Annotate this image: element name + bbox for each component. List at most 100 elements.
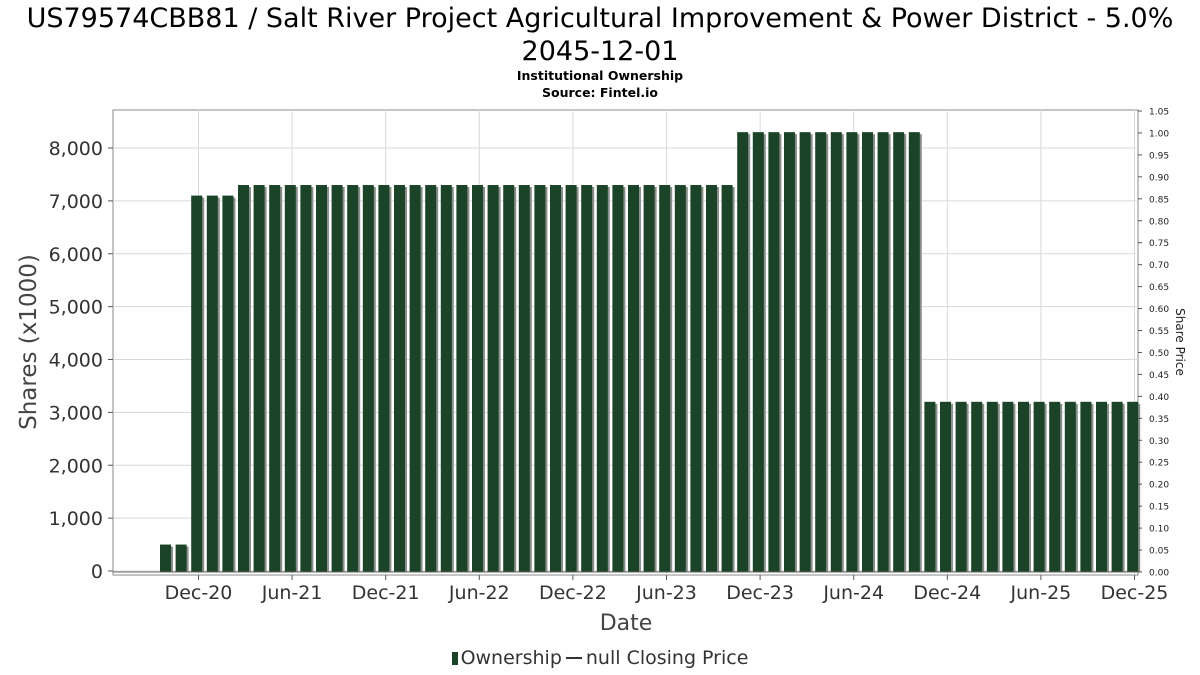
bar (612, 185, 624, 572)
y2-tick-label: 0.50 (1149, 349, 1169, 359)
bar (503, 185, 515, 572)
bar (1002, 401, 1014, 572)
bar (674, 185, 686, 572)
bar (862, 132, 873, 573)
bar (331, 185, 343, 572)
bar (737, 132, 749, 573)
x-tick-label: Jun-22 (448, 582, 510, 604)
bar (456, 185, 468, 572)
bar (534, 185, 546, 572)
bar (440, 185, 452, 572)
bar (160, 544, 171, 572)
x-tick-label: Jun-23 (635, 582, 697, 604)
legend-closing-line (565, 657, 582, 659)
bar (628, 185, 639, 572)
bar (487, 185, 499, 572)
bar (378, 185, 390, 572)
bar (175, 544, 187, 572)
bars-layer (160, 132, 1141, 573)
bar (206, 195, 218, 572)
bar (846, 132, 858, 573)
y-axis-label: Shares (x1000) (16, 254, 42, 430)
axis-layer: 0 1,000 2,000 3,000 4,000 5,000 6,000 7,000 8,00… (49, 108, 1170, 605)
bar (971, 401, 983, 572)
y2-tick-label: 0.20 (1149, 481, 1169, 491)
y2-tick-label: 0.35 (1149, 415, 1169, 425)
y2-tick-label: 0.55 (1149, 327, 1169, 337)
bar (596, 185, 608, 572)
bar (300, 185, 312, 572)
y-tick-label: 4,000 (49, 350, 103, 372)
bar (830, 132, 842, 573)
y-tick-label: 2,000 (49, 455, 103, 477)
x-tick-label: Jun-21 (261, 582, 323, 604)
bar (955, 401, 967, 572)
y2-tick-label: 0.05 (1149, 547, 1169, 557)
bar (253, 185, 265, 572)
y2-tick-label: 0.65 (1149, 283, 1169, 293)
bar (908, 132, 920, 573)
y2-tick-label: 0.15 (1149, 503, 1169, 513)
y2-tick-label: 0.70 (1149, 261, 1169, 271)
y2-axis-label: Share Price (1173, 308, 1187, 376)
bar (284, 185, 296, 572)
bar (721, 185, 733, 572)
y2-tick-label: 1.05 (1149, 108, 1169, 118)
bar (409, 185, 421, 572)
bar (581, 185, 593, 572)
bar (924, 401, 936, 572)
bar (316, 185, 327, 572)
y2-tick-label: 0.95 (1149, 151, 1169, 161)
y2-tick-label: 0.45 (1149, 371, 1169, 381)
bar (1096, 401, 1107, 572)
bar (1111, 401, 1123, 572)
y2-tick-label: 0.00 (1149, 569, 1169, 579)
y-tick-label: 5,000 (49, 297, 103, 319)
y2-tick-label: 0.60 (1149, 305, 1169, 315)
bar (1049, 401, 1061, 572)
bar (362, 185, 374, 572)
bar (238, 185, 249, 572)
x-axis-label: Date (600, 611, 653, 636)
chart-source: Source: Fintel.io (542, 85, 658, 100)
y-tick-label: 0 (91, 561, 103, 583)
y2-tick-label: 0.75 (1149, 239, 1169, 249)
bar (706, 185, 717, 572)
y2-tick-label: 0.30 (1149, 437, 1169, 447)
plot-area (112, 109, 1139, 576)
bar (1033, 401, 1045, 572)
legend-ownership-label: Ownership (460, 647, 562, 669)
bar (394, 185, 405, 572)
y2-tick-label: 0.85 (1149, 195, 1169, 205)
bar (690, 185, 702, 572)
x-tick-label: Jun-24 (822, 582, 884, 604)
bar (986, 401, 998, 572)
legend-closing-label: null Closing Price (585, 647, 749, 669)
y2-tick-label: 0.90 (1149, 173, 1169, 183)
bar (191, 195, 203, 572)
x-tick-label: Dec-22 (539, 582, 607, 604)
bar (643, 185, 655, 572)
bar (1064, 401, 1076, 572)
bar (222, 195, 234, 572)
legend-ownership-swatch (451, 652, 458, 665)
bar (269, 185, 281, 572)
x-tick-label: Dec-23 (726, 582, 794, 604)
bar (347, 185, 359, 572)
y-tick-label: 8,000 (49, 138, 103, 160)
bar (1018, 401, 1029, 572)
bar (893, 132, 905, 573)
bar (1127, 401, 1139, 572)
bar (659, 185, 671, 572)
bar (752, 132, 764, 573)
x-tick-label: Dec-20 (165, 582, 233, 604)
bar (518, 185, 530, 572)
bar (550, 185, 561, 572)
y-tick-label: 3,000 (49, 402, 103, 424)
x-tick-label: Jun-25 (1010, 582, 1072, 604)
bar (1080, 401, 1092, 572)
bar (815, 132, 827, 573)
bar (877, 132, 889, 573)
y2-tick-label: 0.25 (1149, 459, 1169, 469)
